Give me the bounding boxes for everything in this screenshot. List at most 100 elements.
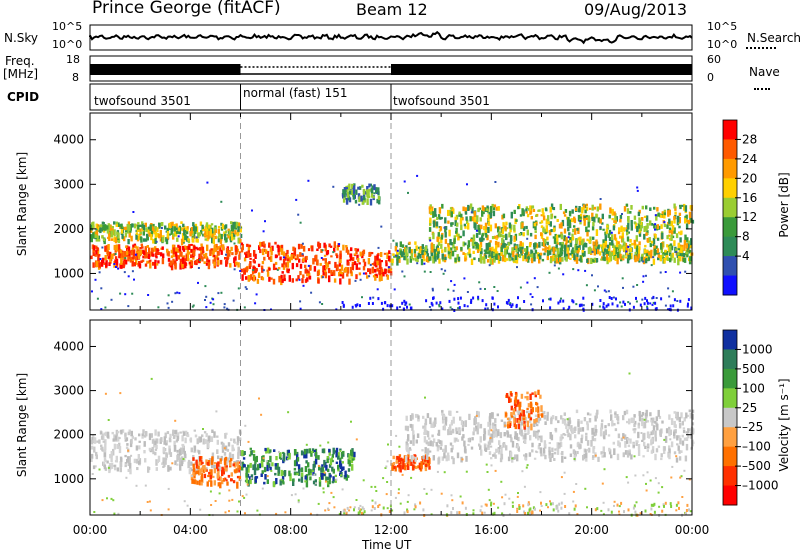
power-cell [149,259,152,262]
power-cell [137,224,140,230]
power-cell [345,187,348,190]
velocity-sparse-cell [315,482,317,485]
velocity-cell [405,445,409,451]
power-cell [282,264,286,270]
velocity-cell [245,477,248,484]
power-cell [159,233,162,239]
velocity-cell [164,457,168,461]
power-sparse-cell [591,250,594,253]
power-cell [640,256,643,262]
power-cell [452,242,455,249]
power-cell [634,251,637,255]
velocity-cell [586,421,589,425]
power-cell [637,253,640,259]
velocity-cell [678,435,681,439]
power-cell [117,244,121,249]
velocity-cell [595,412,598,419]
power-cell [646,249,649,256]
power-cell [529,232,533,237]
power-cell [573,216,576,222]
power-cell [595,239,598,247]
velocity-cell [510,415,514,418]
velocity-sparse-cell [332,496,335,499]
velocity-cell [609,409,612,414]
velocity-cell [554,448,557,451]
velocity-sparse-cell [518,449,521,452]
velocity-cell [216,468,220,472]
velocity-cell [175,439,179,443]
velocity-cell [236,462,239,466]
velocity-cell [118,446,122,454]
power-cell [592,241,595,246]
power-colorbar-tick-label: 8 [742,230,750,244]
power-cell [110,238,114,241]
power-cell [467,240,471,247]
power-cell [606,257,609,265]
power-cell [643,215,647,218]
velocity-sparse-cell [586,506,588,509]
power-cell [569,237,572,243]
velocity-cell [289,477,292,482]
power-cell [572,228,575,233]
power-cell [327,267,331,274]
velocity-sparse-cell [243,496,246,499]
power-sparse-cell [654,214,657,217]
power-cell [627,216,630,222]
power-cell [487,226,490,233]
velocity-cell [594,424,597,432]
noise-left-tick-top: 10^5 [52,20,82,33]
power-cell [115,221,118,227]
velocity-cell [207,474,210,478]
power-sparse-cell [276,268,279,271]
power-cell [510,211,513,219]
velocity-cell [247,479,250,487]
power-cell [330,269,333,275]
velocity-cell [681,440,685,446]
velocity-cell [654,430,657,438]
power-cell [180,221,183,224]
power-cell [270,255,273,262]
velocity-cell [210,480,213,487]
power-cell [336,264,339,271]
velocity-cell [665,428,669,434]
power-cell [338,271,341,277]
power-cell [485,243,488,250]
power-cell [133,243,137,247]
power-cell [685,214,688,220]
power-cell [505,248,509,255]
power-sparse-cell [668,295,671,298]
velocity-colorbar-swatch [723,330,737,350]
power-sparse-cell [408,303,411,306]
power-cell [556,247,560,255]
power-cell [342,195,345,199]
power-cell [285,262,288,268]
velocity-cell [415,465,418,470]
power-cell [679,206,682,210]
power-cell [347,262,350,266]
power-sparse-cell [645,274,647,277]
power-cell [522,226,526,231]
power-cell [650,249,653,253]
power-cell [181,257,185,264]
power-cell [440,243,443,249]
power-sparse-cell [488,264,491,267]
power-cell [240,247,244,253]
power-cell [311,245,314,252]
power-cell [492,206,496,211]
power-cell [203,261,206,264]
power-sparse-cell [599,198,602,200]
cpid-segment-1: twofsound 3501 [94,94,191,108]
power-cell [333,241,336,248]
power-cell [202,250,205,253]
power-cell [563,214,567,217]
velocity-cell [632,417,635,424]
power-cell [644,244,647,248]
velocity-near-range-cell [534,507,536,511]
velocity-cell [628,418,631,425]
velocity-cell [142,429,145,434]
power-cell [370,188,374,194]
power-colorbar-label: Power [dB] [777,172,791,238]
power-cell [517,206,520,210]
velocity-cell [395,460,398,464]
velocity-cell [508,423,512,428]
